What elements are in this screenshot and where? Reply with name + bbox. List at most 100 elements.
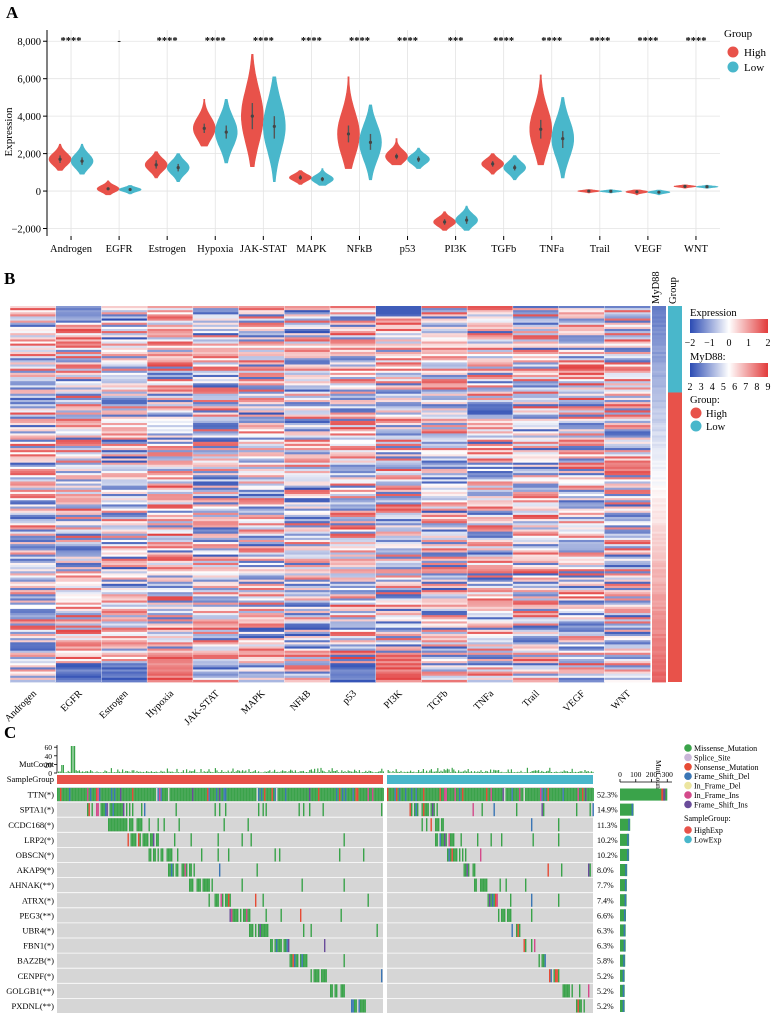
myd88-cell [652,583,666,587]
mutcount-tick-label: 60 [45,743,53,752]
heatmap-cell [147,391,194,395]
heatmap-cell [147,642,194,645]
heatmap-cell [101,581,148,585]
mutation-cell [493,893,495,907]
heatmap-cell [238,567,285,570]
heatmap-cell [147,623,194,626]
myd88-cell [652,483,666,487]
heatmap-cell [55,506,102,510]
heatmap-cell [284,381,331,384]
heatmap-cell [330,516,377,520]
heatmap-cell [238,439,285,443]
heatmap-cell [55,523,102,526]
heatmap-cell [604,631,651,635]
heatmap-cell [467,320,514,324]
heatmap-cell [330,604,377,608]
heatmap-cell [604,416,651,420]
myd88-cell [652,466,666,470]
mutcount-bar [394,772,396,773]
mutcount-bar [198,772,200,773]
heatmap-cell [192,679,239,683]
heatmap-cell [375,558,422,562]
myd88-cell [652,671,666,675]
mutation-cell [555,969,557,983]
heatmap-cell [101,636,148,639]
heatmap-cell [604,659,651,662]
mutation-cell [420,788,422,802]
mutation-cell [558,788,560,802]
myd88-cell [652,341,666,344]
mutation-cell [303,803,305,817]
mutation-cell [208,788,210,802]
heatmap-cell [467,529,514,532]
heatmap-cell [192,560,239,564]
heatmap-cell [467,608,514,612]
heatmap-cell [421,531,468,535]
heatmap-cell [330,600,377,604]
heatmap-cell [375,615,422,618]
heatmap-cell [604,529,651,532]
mutation-cell [259,788,261,802]
mutation-cell [94,788,96,802]
heatmap-cell [421,389,468,393]
heatmap-cell [558,343,605,347]
heatmap-cell [558,441,605,445]
heatmap-cell [147,592,194,595]
heatmap-cell [421,556,468,560]
mutation-cell [498,908,500,922]
heatmap-cell [147,562,194,566]
heatmap-cell [467,366,514,370]
mutation-cell [148,818,150,832]
heatmap-cell [238,360,285,363]
mutation-cell [255,893,257,907]
heatmap-cell [558,448,605,451]
gene-percent: 6.6% [597,911,614,920]
legend-low-label: Low [744,62,764,74]
myd88-cell [652,571,666,574]
mutation-cell [315,788,317,802]
heatmap-cell [284,328,331,332]
heatmap-cell [147,343,194,347]
heatmap-cell [147,374,194,378]
heatmap-cell [238,633,285,637]
heatmap-cell [192,575,239,578]
heatmap-cell [147,560,194,564]
myd88-cell [652,638,666,641]
heatmap-cell [512,343,559,347]
heatmap-cell [558,431,605,434]
myd88-cell [652,602,666,606]
heatmap-cell [101,370,148,374]
heatmap-cell [55,351,102,355]
heatmap-cell [604,456,651,459]
mutation-cell [109,818,111,832]
mutation-cell [130,833,132,847]
gene-percent: 7.7% [597,881,614,890]
heatmap-cell [238,326,285,330]
heatmap-cell [147,310,194,313]
heatmap-cell [512,539,559,543]
heatmap-cell [55,418,102,422]
heatmap-cell [192,581,239,585]
myd88-cell [652,562,666,566]
heatmap-cell [147,358,194,361]
heatmap-cell [558,573,605,576]
mutation-cell [328,788,330,802]
heatmap-cell [558,402,605,405]
heatmap-cell [10,652,57,656]
mutcount-bar [152,772,154,773]
mutcount-bar [174,772,176,773]
mutation-cell [205,788,207,802]
heatmap-cell [55,341,102,344]
mutation-cell [411,788,413,802]
heatmap-cell [10,523,57,526]
heatmap-cell [284,379,331,382]
heatmap-cell [192,383,239,386]
mutation-cell [214,788,216,802]
heatmap-cell [558,521,605,524]
heatmap-cell [192,479,239,482]
heatmap-cell [467,335,514,338]
heatmap-cell [467,546,514,549]
mutation-cell [583,999,585,1013]
heatmap-cell [375,479,422,482]
heatmap-cell [558,542,605,545]
